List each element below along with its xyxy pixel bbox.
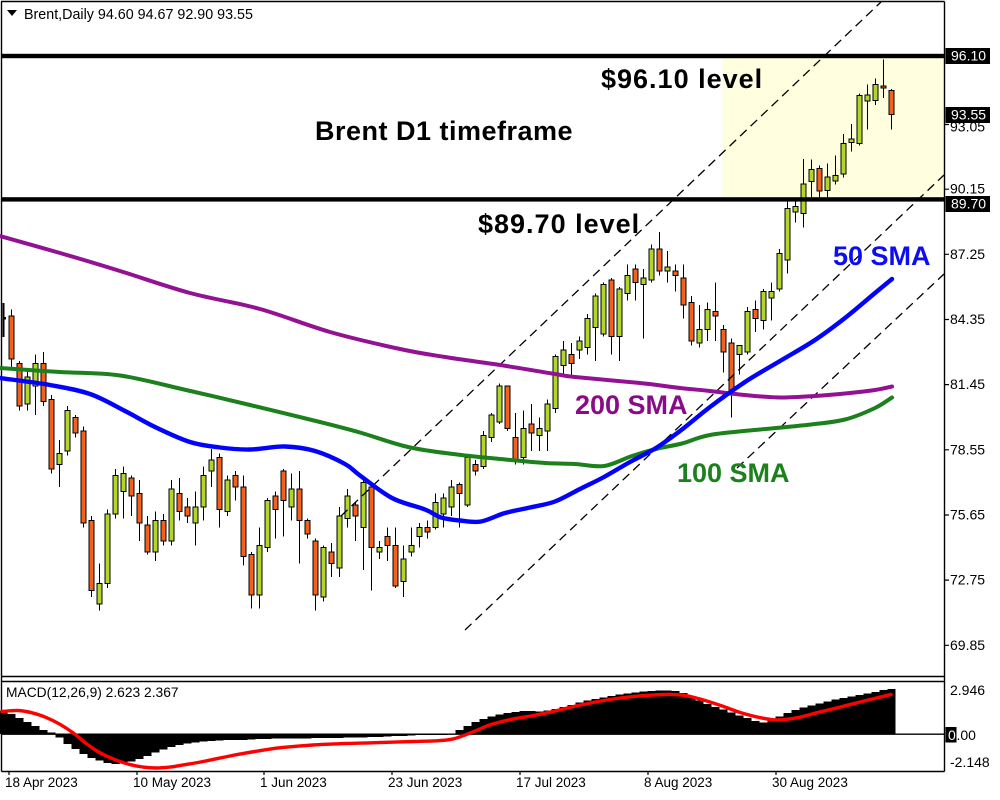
svg-text:MACD(12,26,9) 2.623 2.367: MACD(12,26,9) 2.623 2.367	[6, 685, 179, 700]
svg-text:2.946: 2.946	[950, 682, 985, 698]
svg-text:0: 0	[948, 727, 956, 743]
svg-text:69.85: 69.85	[950, 637, 985, 653]
svg-text:75.65: 75.65	[950, 507, 985, 523]
svg-text:72.75: 72.75	[950, 572, 985, 588]
svg-text:Brent D1 timeframe: Brent D1 timeframe	[315, 116, 573, 146]
svg-text:93.55: 93.55	[951, 107, 986, 123]
svg-text:81.45: 81.45	[950, 376, 985, 392]
svg-text:89.70: 89.70	[951, 196, 986, 212]
svg-text:$89.70 level: $89.70 level	[478, 209, 640, 239]
svg-text:78.55: 78.55	[950, 441, 985, 457]
svg-text:17 Jul 2023: 17 Jul 2023	[516, 775, 586, 790]
svg-text:18 Apr 2023: 18 Apr 2023	[5, 775, 78, 790]
svg-text:10 May 2023: 10 May 2023	[133, 775, 211, 790]
svg-text:8 Aug 2023: 8 Aug 2023	[644, 775, 712, 790]
svg-text:23 Jun 2023: 23 Jun 2023	[388, 775, 462, 790]
svg-text:30 Aug 2023: 30 Aug 2023	[772, 775, 848, 790]
svg-text:$96.10 level: $96.10 level	[601, 64, 763, 94]
svg-text:1 Jun 2023: 1 Jun 2023	[260, 775, 327, 790]
svg-text:50 SMA: 50 SMA	[833, 241, 931, 271]
svg-text:90.15: 90.15	[950, 181, 985, 197]
svg-text:84.35: 84.35	[950, 311, 985, 327]
svg-text:-2.148: -2.148	[950, 754, 990, 770]
svg-text:200 SMA: 200 SMA	[575, 390, 688, 420]
svg-text:Brent,Daily 94.60 94.67 92.90: Brent,Daily 94.60 94.67 92.90 93.55	[24, 7, 253, 23]
svg-text:87.25: 87.25	[950, 246, 985, 262]
svg-text:100 SMA: 100 SMA	[677, 458, 790, 488]
svg-text:96.10: 96.10	[951, 48, 986, 64]
svg-text:.00: .00	[957, 727, 977, 743]
